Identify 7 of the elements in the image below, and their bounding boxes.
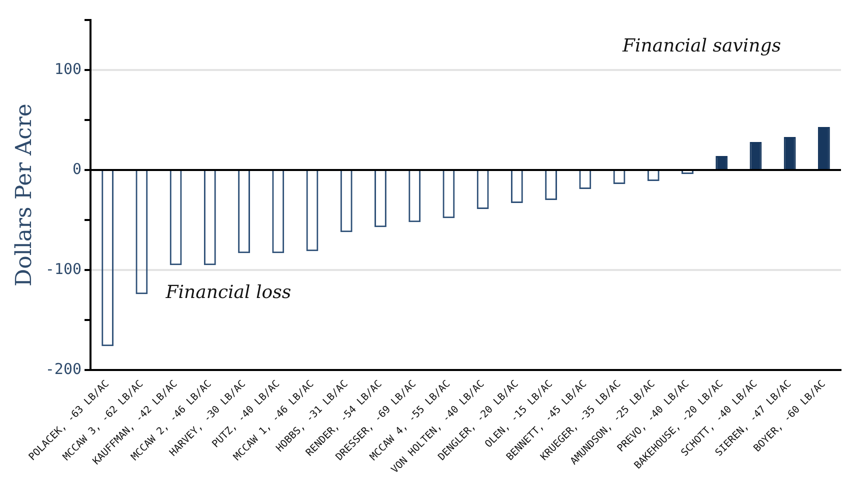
y-tick-label: 100 [54,60,82,78]
y-tick-label: -200 [45,360,82,378]
y-tick-label: 0 [72,160,82,178]
y-axis-title: Dollars Per Acre [12,104,37,287]
annotation: Financial loss [164,282,292,303]
annotation: Financial savings [622,36,781,57]
y-tick-label: -100 [45,260,82,278]
